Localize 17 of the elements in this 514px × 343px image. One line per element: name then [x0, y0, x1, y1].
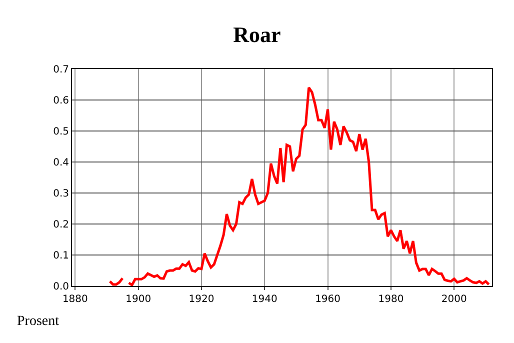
x-tick-label: 1880: [62, 294, 88, 305]
x-tick-label: 1960: [315, 294, 341, 305]
y-tick-label: 0.6: [53, 96, 69, 106]
x-tick-label: 1940: [252, 294, 278, 305]
x-tick-label: 1900: [126, 294, 152, 305]
y-axis-title: Prosent: [17, 314, 60, 329]
x-tick-label: 2000: [441, 294, 467, 305]
y-tick-label: 0.7: [53, 64, 69, 76]
y-tick-label: 0.1: [53, 250, 69, 262]
chart-title: Roar: [233, 22, 282, 47]
y-tick-label: 0.5: [53, 126, 69, 138]
y-tick-label: 0.4: [53, 158, 69, 168]
x-tick-label: 1980: [378, 294, 404, 305]
x-tick-label: 1920: [188, 294, 214, 305]
y-tick-label: 0.2: [53, 220, 69, 230]
y-tick-label: 0.3: [53, 188, 69, 200]
y-tick-label: 0.0: [53, 282, 69, 292]
